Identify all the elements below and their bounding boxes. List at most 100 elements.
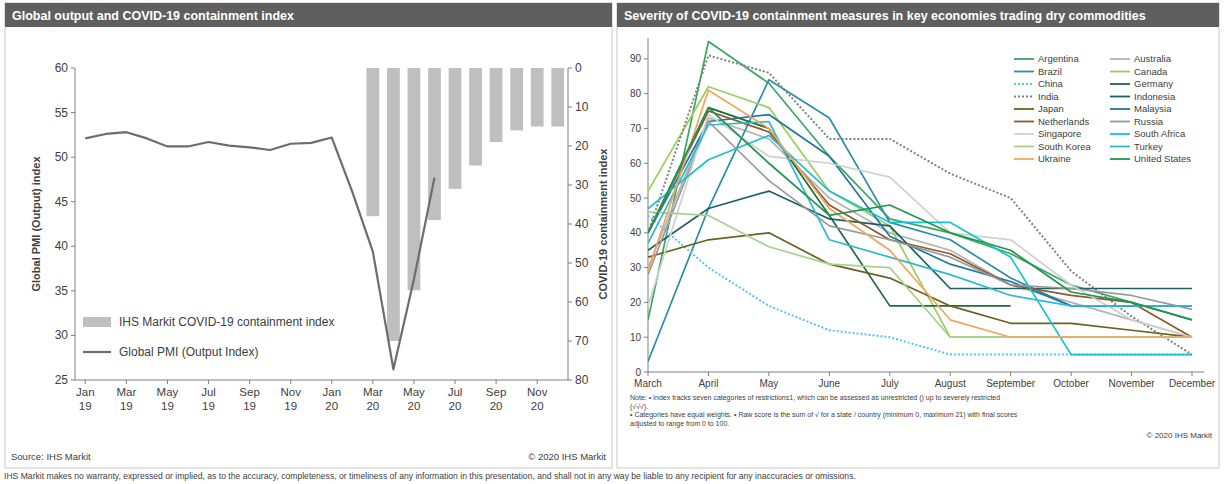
y2-tick: [568, 302, 572, 303]
legend-label: Argentina: [1038, 53, 1079, 64]
bar: [490, 68, 503, 142]
title-bar: [5, 3, 612, 27]
y-tick-label: 30: [55, 328, 69, 342]
y2-tick-label: 80: [575, 373, 589, 387]
bar: [387, 68, 400, 341]
x-tick: [372, 380, 373, 384]
legend-swatch: [1110, 83, 1130, 85]
note: Note: • Index tracks seven categories of…: [630, 394, 1000, 402]
y-tick: [71, 380, 75, 381]
bar: [449, 68, 462, 189]
y-tick-label: 45: [55, 195, 69, 209]
bar: [366, 68, 379, 216]
x-tick-label-part: 20: [449, 400, 462, 412]
legend-swatch: [1110, 146, 1130, 148]
x-tick-label-part: Jul: [201, 386, 216, 398]
x-tick-label: December: [1169, 378, 1216, 389]
legend-swatch: [1110, 133, 1130, 135]
note: adjusted to range from 0 to 100.: [630, 420, 729, 428]
y2-tick-label: 40: [575, 217, 589, 231]
x-tick: [290, 380, 291, 384]
legend-swatch: [1014, 83, 1034, 85]
legend-label: Australia: [1134, 53, 1172, 64]
chart-title: Severity of COVID-19 containment measure…: [624, 9, 1146, 23]
line: [85, 132, 434, 369]
x-tick: [1131, 372, 1132, 376]
x-tick-label-part: 19: [161, 400, 174, 412]
legend-swatch: [1014, 121, 1034, 123]
x-axis: [648, 372, 1204, 373]
line: [648, 41, 1192, 319]
x-tick-label: October: [1053, 378, 1089, 389]
x-tick: [249, 380, 250, 384]
x-tick-label: Jan19: [76, 386, 95, 412]
x-tick: [889, 372, 890, 376]
x-tick-label-part: Nov: [527, 386, 548, 398]
x-tick-label-part: 20: [531, 400, 544, 412]
x-tick-label-part: 19: [243, 400, 256, 412]
y-tick-label: 90: [630, 53, 642, 64]
legend-swatch: [1014, 58, 1034, 60]
bar: [531, 68, 544, 127]
y2-tick: [568, 263, 572, 264]
y2-tick-label: 0: [575, 61, 582, 75]
y2-tick-label: 20: [575, 139, 589, 153]
legend-label: Malaysia: [1134, 103, 1172, 114]
legend-label: Brazil: [1038, 66, 1062, 77]
x-tick-label-part: Mar: [363, 386, 383, 398]
panel-border: [5, 3, 612, 468]
y-axis: [648, 38, 649, 372]
bar: [469, 68, 482, 166]
y-tick-label: 40: [630, 227, 642, 238]
legend-label: India: [1038, 91, 1059, 102]
y-tick: [71, 201, 75, 202]
footer-disclaimer: IHS Markit makes no warranty, expressed …: [4, 471, 856, 481]
y2-tick-label: 60: [575, 295, 589, 309]
x-tick-label-part: 20: [490, 400, 503, 412]
legend-background: [1010, 54, 1204, 171]
x-tick-label-part: Jan: [322, 386, 341, 398]
y2-tick-label: 30: [575, 178, 589, 192]
legend-label: Global PMI (Output Index): [119, 345, 258, 359]
x-tick-label: Jul20: [448, 386, 463, 412]
y-tick-label: 35: [55, 284, 69, 298]
x-tick-label: Sep20: [486, 386, 506, 412]
legend-label: South Africa: [1134, 128, 1186, 139]
x-tick-label: Nov 20: [527, 386, 548, 412]
x-tick-label-part: May: [157, 386, 179, 398]
x-tick: [208, 380, 209, 384]
y-tick: [71, 335, 75, 336]
legend-swatch: [1110, 58, 1130, 60]
y-tick: [71, 246, 75, 247]
x-tick-label: May: [759, 378, 778, 389]
x-tick: [1192, 372, 1193, 376]
y-tick-label: 50: [55, 150, 69, 164]
x-tick: [126, 380, 127, 384]
y-tick-label: 25: [55, 373, 69, 387]
x-tick-label: Mar19: [116, 386, 136, 412]
y-tick-label: 20: [630, 297, 642, 308]
x-tick-label-part: 20: [325, 400, 338, 412]
y-tick-label: 0: [635, 367, 641, 378]
legend-label: Ukraine: [1038, 153, 1071, 164]
y-tick: [644, 163, 648, 164]
chart-canvas: Global output and COVID-19 containment i…: [0, 0, 1224, 484]
x-tick-label: Nov19: [280, 386, 301, 412]
bar: [510, 68, 523, 130]
y2-tick-label: 50: [575, 256, 589, 270]
x-tick-label-part: Nov: [280, 386, 301, 398]
x-tick-label: August: [935, 378, 966, 389]
y-tick: [644, 232, 648, 233]
y-tick: [644, 302, 648, 303]
x-tick: [455, 380, 456, 384]
copyright: © 2020 IHS Markit: [528, 451, 606, 462]
x-tick-label: May 19: [157, 386, 179, 412]
x-tick-label: April: [698, 378, 718, 389]
y-tick-label: 55: [55, 106, 69, 120]
y2-axis-title: COVID-19 containment index: [597, 148, 609, 300]
x-tick-label-part: 19: [202, 400, 215, 412]
chart-title: Global output and COVID-19 containment i…: [12, 9, 294, 23]
x-tick-label: Jan 20: [322, 386, 341, 412]
legend-swatch: [83, 351, 111, 353]
y-tick: [644, 198, 648, 199]
